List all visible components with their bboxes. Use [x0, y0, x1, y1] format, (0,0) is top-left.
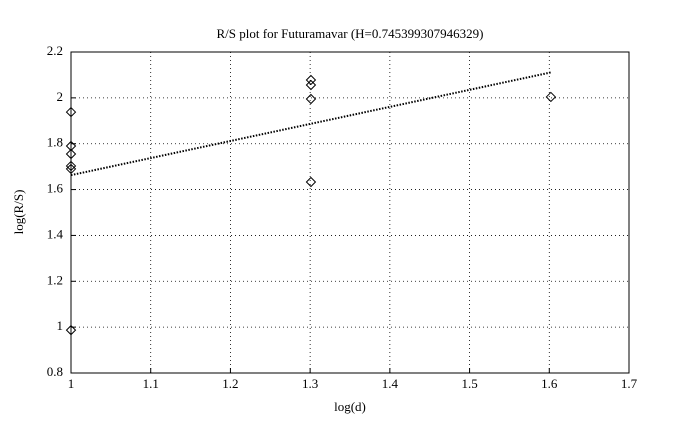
- x-axis-label: log(d): [334, 399, 366, 414]
- data-point: [305, 79, 317, 91]
- x-tick-label: 1.7: [621, 376, 638, 391]
- y-tick-label: 2.2: [47, 43, 63, 58]
- y-tick-label: 1.8: [47, 135, 63, 150]
- data-point: [65, 160, 77, 172]
- x-tick-label: 1.2: [222, 376, 238, 391]
- y-tick-label: 1: [57, 318, 64, 333]
- data-point: [545, 91, 557, 103]
- data-point: [65, 148, 77, 160]
- x-tick-label: 1.5: [461, 376, 477, 391]
- y-axis-label: log(R/S): [11, 190, 26, 235]
- plot-frame: [70, 51, 630, 374]
- data-point: [65, 140, 77, 152]
- x-tick-label: 1.6: [541, 376, 558, 391]
- data-point: [305, 74, 317, 86]
- data-point: [65, 324, 77, 336]
- y-tick-label: 1.2: [47, 272, 63, 287]
- data-point: [65, 106, 77, 118]
- x-tick-label: 1.4: [382, 376, 399, 391]
- x-tick-label: 1.1: [143, 376, 159, 391]
- y-tick-label: 2: [57, 89, 64, 104]
- y-tick-label: 1.6: [47, 181, 64, 196]
- fit-line: [70, 71, 552, 177]
- x-tick-label: 1.3: [302, 376, 318, 391]
- data-point: [305, 176, 317, 188]
- data-point: [65, 163, 77, 175]
- data-point: [305, 93, 317, 105]
- y-tick-label: 0.8: [47, 364, 63, 379]
- x-tick-label: 1: [68, 376, 75, 391]
- y-tick-label: 1.4: [47, 226, 64, 241]
- chart-title: R/S plot for Futuramavar (H=0.7453993079…: [217, 26, 484, 41]
